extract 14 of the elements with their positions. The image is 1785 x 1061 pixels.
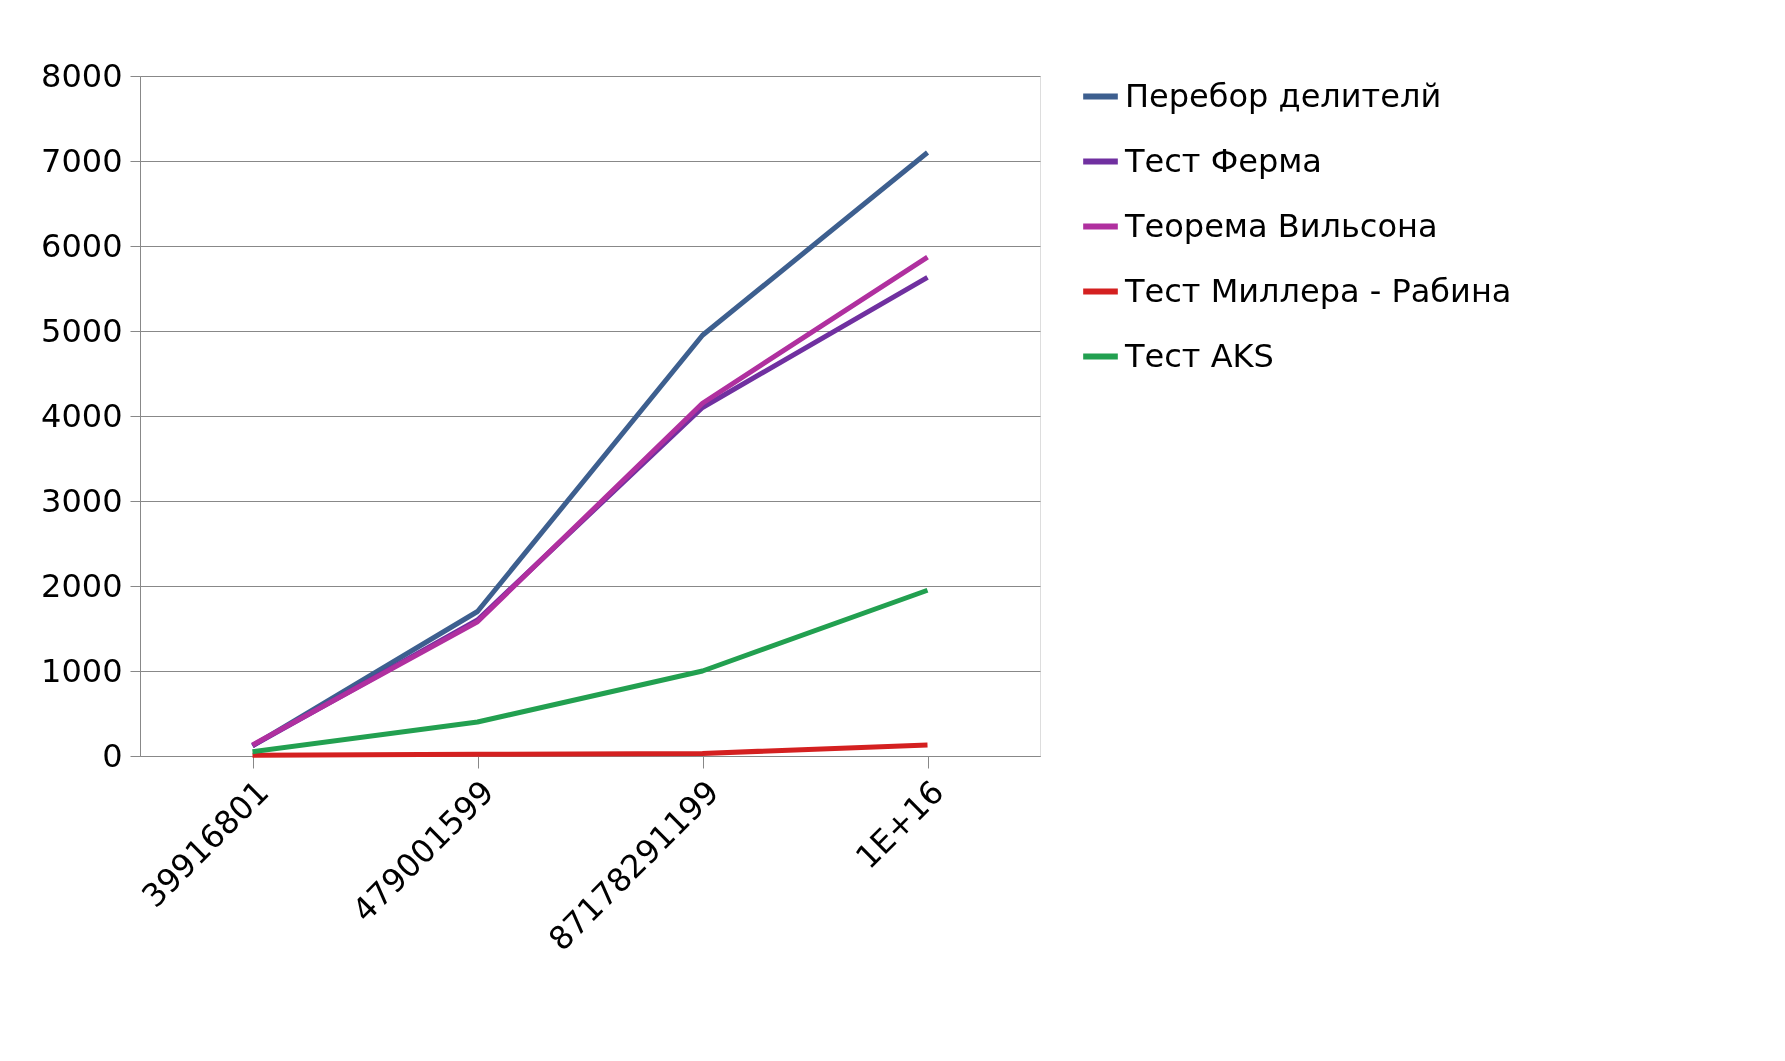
- legend-label: Тест Миллера - Рабина: [1124, 271, 1512, 310]
- y-tick-label: 2000: [41, 566, 123, 605]
- y-tick-label: 5000: [41, 311, 123, 350]
- legend-label: Перебор делителй: [1125, 76, 1442, 115]
- y-tick-label: 3000: [41, 481, 123, 520]
- y-tick-label: 4000: [41, 396, 123, 435]
- legend-label: Тест Ферма: [1124, 141, 1322, 180]
- y-tick-label: 8000: [41, 56, 123, 95]
- y-tick-label: 7000: [41, 141, 123, 180]
- legend-label: Теорема Вильсона: [1124, 206, 1438, 245]
- y-tick-label: 6000: [41, 226, 123, 265]
- y-tick-label: 0: [102, 736, 123, 775]
- legend-label: Тест AKS: [1124, 336, 1274, 375]
- y-tick-label: 1000: [41, 651, 123, 690]
